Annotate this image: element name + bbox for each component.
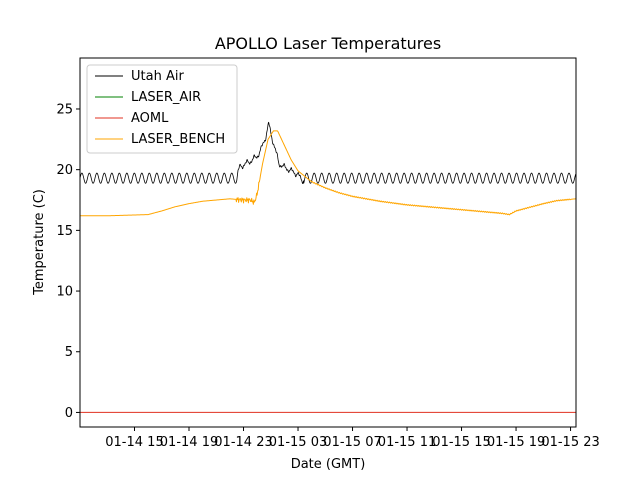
legend: Utah Air LASER_AIR AOML LASER_BENCH [86,64,238,154]
y-tick-label: 0 [65,406,73,421]
chart-title: APOLLO Laser Temperatures [215,34,441,53]
legend-label-utah-air: Utah Air [131,69,184,84]
x-tick-label: 01-14 15 [105,435,163,450]
y-axis-label: Temperature (C) [32,189,47,296]
legend-frame [86,64,238,154]
series-line-laser-bench [80,130,577,217]
legend-label-laser-bench: LASER_BENCH [131,132,225,147]
y-tick-label: 20 [56,163,73,178]
y-tick-label: 10 [56,285,73,300]
x-axis-label: Date (GMT) [291,457,366,472]
series-line-utah-air [79,121,577,185]
x-tick-label: 01-15 23 [541,435,599,450]
x-tick-label: 01-15 19 [487,435,545,450]
plot-frame [79,57,577,428]
series-layer [79,121,577,413]
x-tick-label: 01-15 03 [269,435,327,450]
x-tick-label: 01-14 19 [160,435,218,450]
y-tick-label: 25 [56,102,73,117]
x-tick-label: 01-15 15 [432,435,490,450]
y-tick-label: 15 [56,224,73,239]
legend-label-aoml: AOML [131,111,169,126]
x-tick-label: 01-15 07 [323,435,381,450]
y-tick-label: 5 [65,345,73,360]
legend-label-laser-air: LASER_AIR [131,90,201,105]
x-tick-label: 01-14 23 [214,435,272,450]
x-tick-label: 01-15 11 [378,435,436,450]
